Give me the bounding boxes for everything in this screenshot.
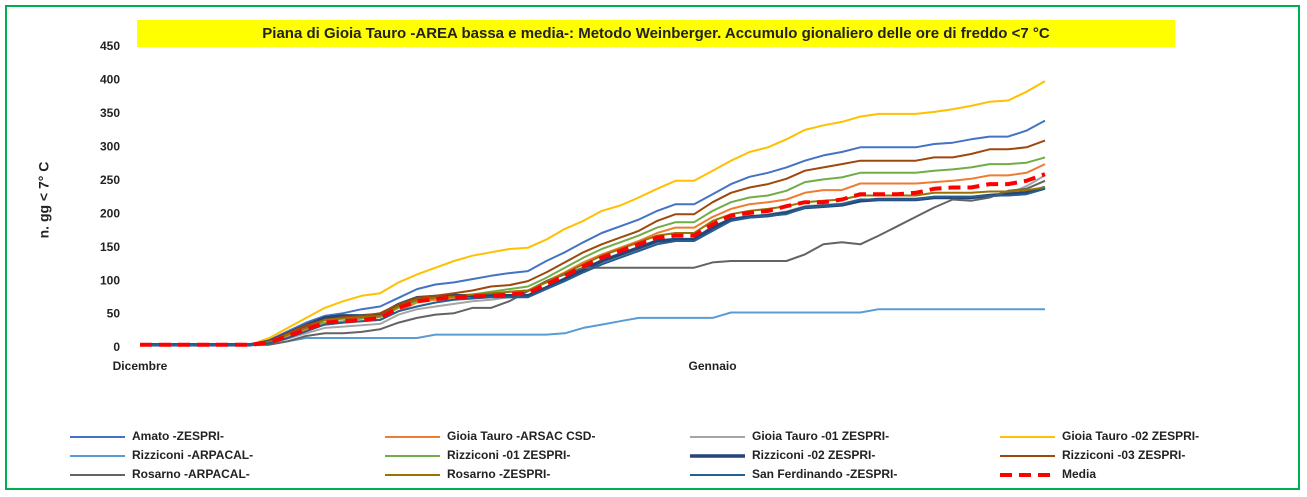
legend-label: San Ferdinando -ZESPRI- — [752, 467, 897, 481]
title-box — [137, 20, 1175, 47]
y-tick-label: 50 — [107, 307, 121, 321]
legend-label: Amato -ZESPRI- — [132, 429, 224, 443]
legend-label: Rosarno -ARPACAL- — [132, 467, 250, 481]
y-tick-label: 150 — [100, 240, 120, 254]
legend-label: Rizziconi -01 ZESPRI- — [447, 448, 570, 462]
legend-label: Rosarno -ZESPRI- — [447, 467, 550, 481]
y-tick-label: 100 — [100, 273, 120, 287]
legend-label: Gioia Tauro -02 ZESPRI- — [1062, 429, 1199, 443]
chart-title: Piana di Gioia Tauro -AREA bassa e media… — [262, 25, 1050, 42]
y-tick-label: 250 — [100, 173, 120, 187]
y-tick-label: 450 — [100, 39, 120, 53]
legend-label: Gioia Tauro -ARSAC CSD- — [447, 429, 595, 443]
y-tick-label: 300 — [100, 140, 120, 154]
legend-label: Gioia Tauro -01 ZESPRI- — [752, 429, 889, 443]
legend-label: Rizziconi -03 ZESPRI- — [1062, 448, 1185, 462]
legend-label: Rizziconi -02 ZESPRI- — [752, 448, 875, 462]
series-line — [140, 187, 1046, 346]
y-axis-label: n. gg < 7° C — [36, 162, 52, 239]
series-line — [140, 139, 1046, 346]
legend-label: Rizziconi -ARPACAL- — [132, 448, 253, 462]
series-line — [140, 80, 1046, 346]
y-tick-label: 200 — [100, 206, 120, 220]
legend-label: Media — [1062, 467, 1096, 481]
y-tick-label: 350 — [100, 106, 120, 120]
chart-frame — [5, 5, 1300, 490]
series-line — [140, 172, 1046, 347]
y-tick-label: 400 — [100, 73, 120, 87]
series-line — [140, 119, 1046, 346]
y-tick-label: 0 — [113, 340, 120, 354]
x-tick-label: Gennaio — [689, 359, 737, 373]
x-tick-label: Dicembre — [113, 359, 168, 373]
